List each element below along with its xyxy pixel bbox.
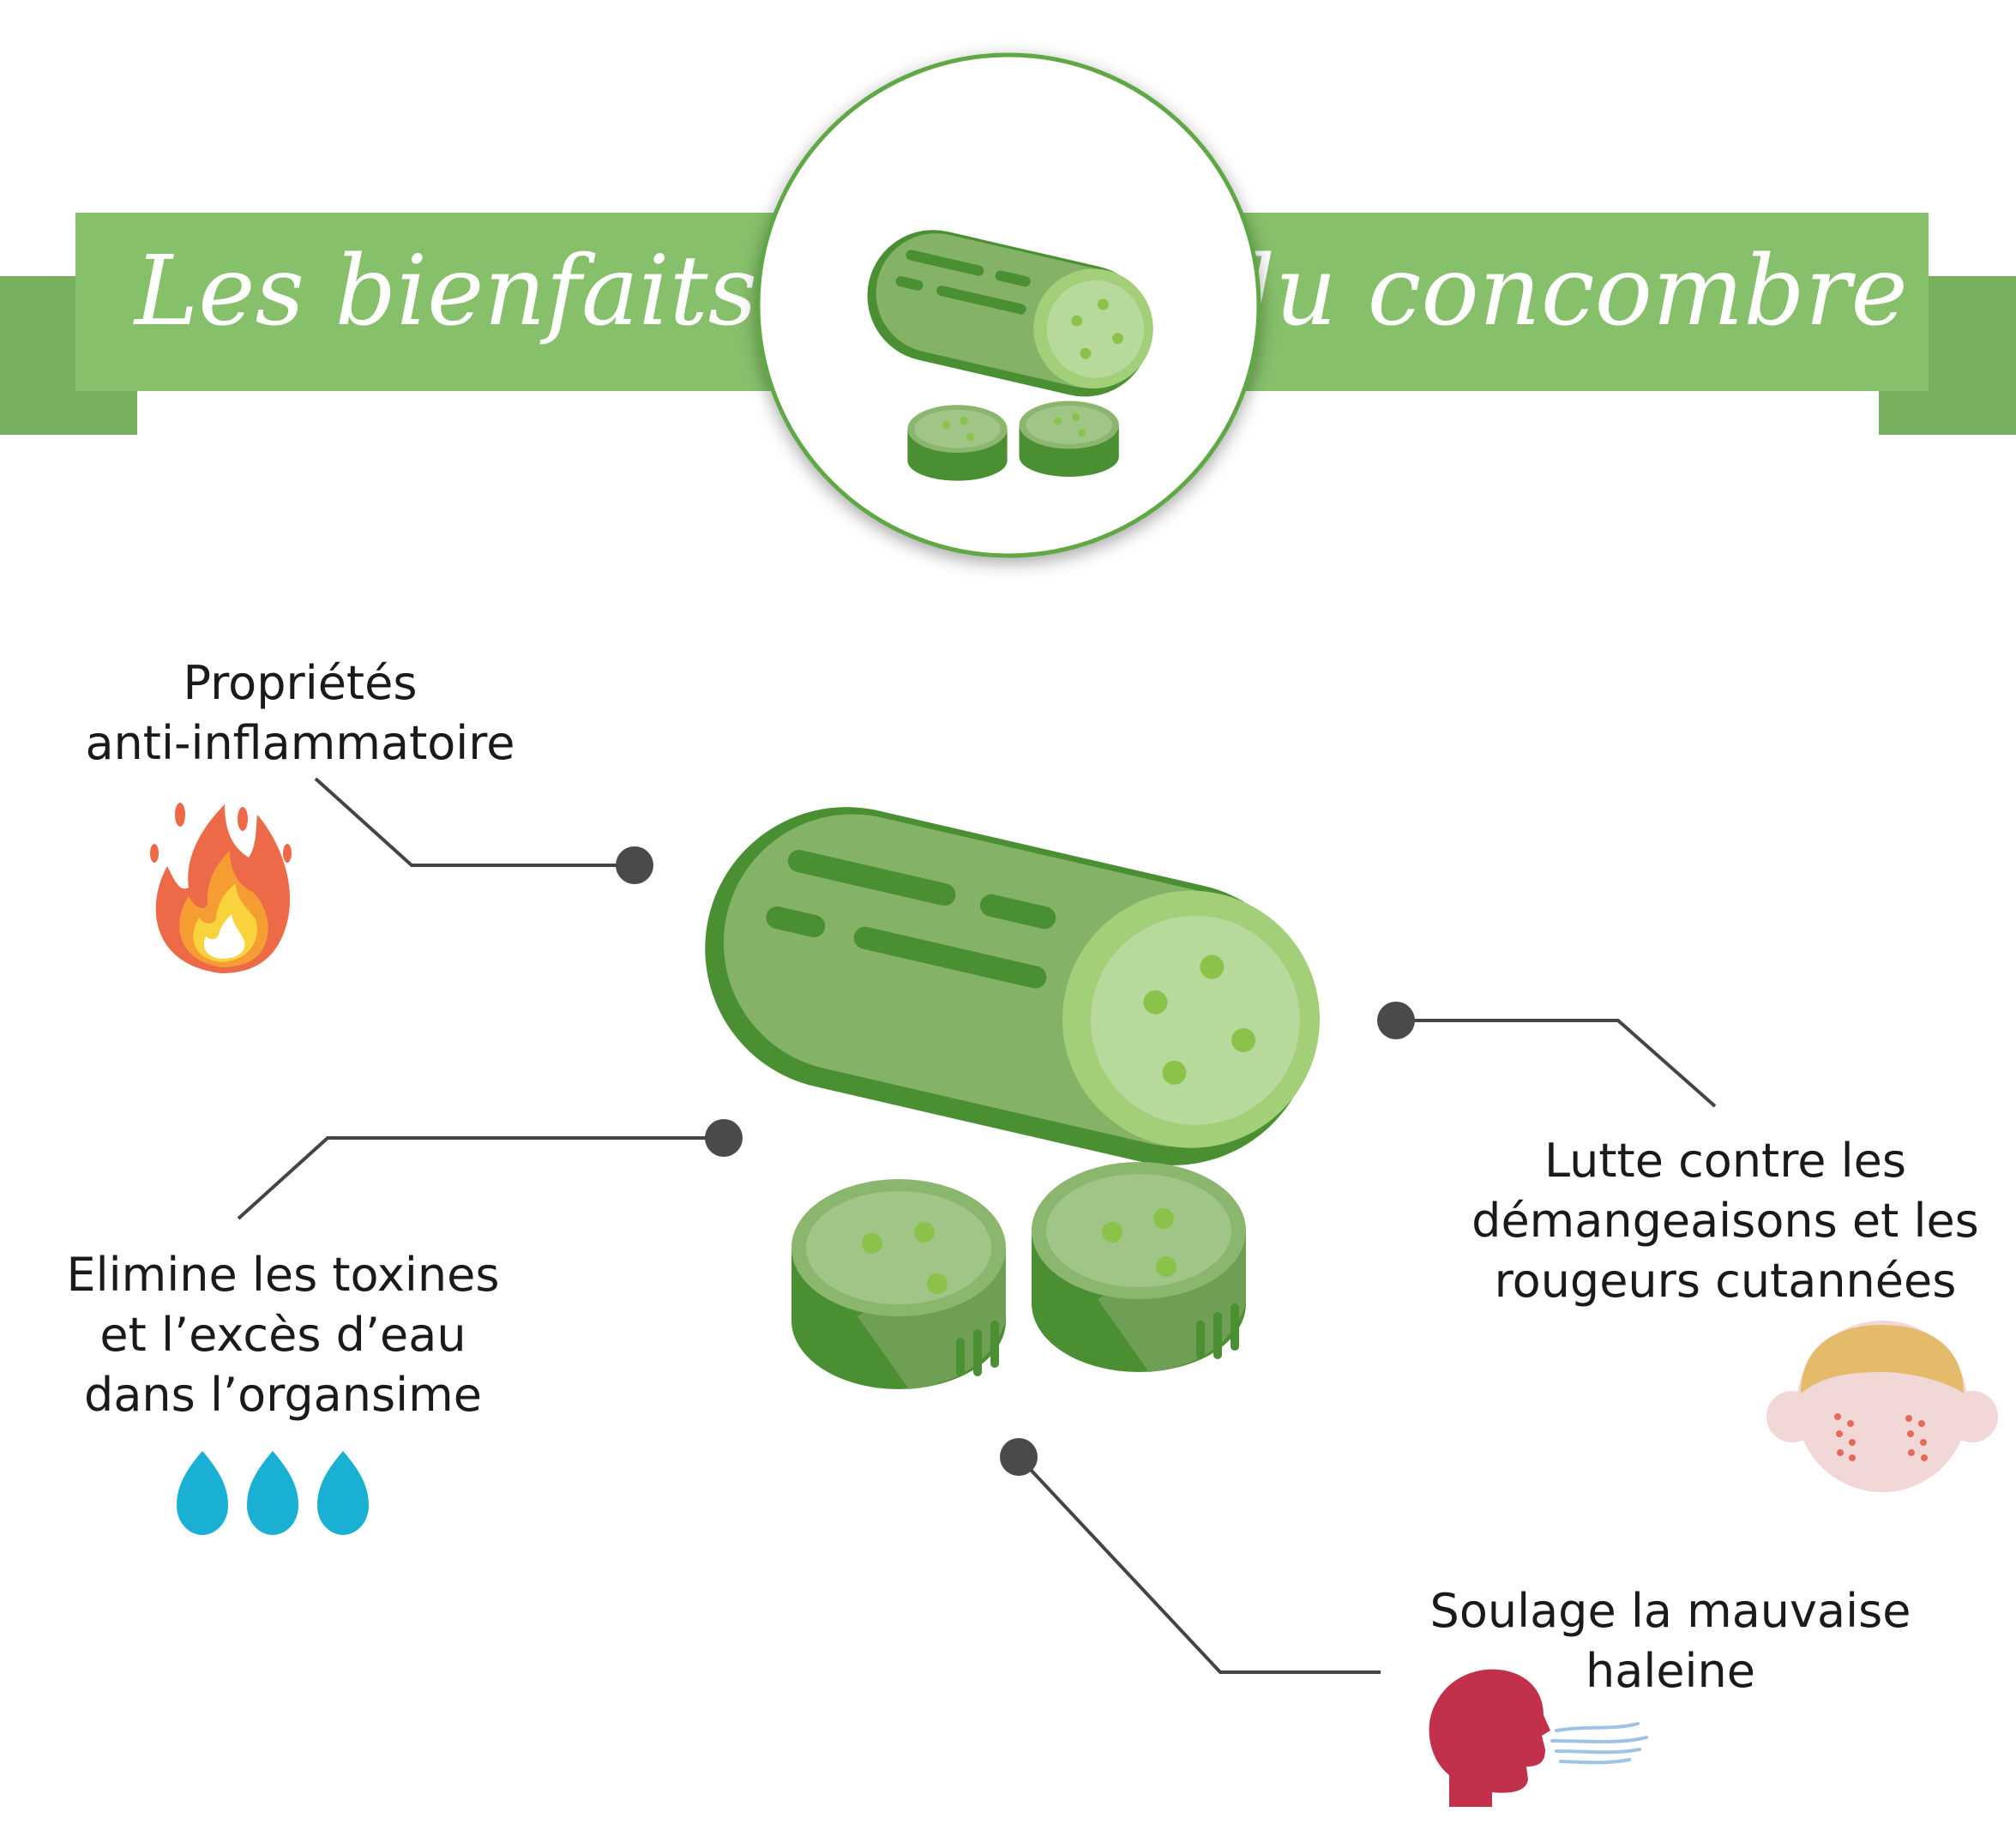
benefit-label-line: anti-inflammatoire [85, 716, 515, 770]
connectors [237, 777, 1717, 1674]
header-banner: Les bienfaits du concombre [0, 52, 2016, 558]
connector-dot-skin [1377, 1002, 1415, 1039]
benefit-detox: Elimine les toxines et l’excès d’eau dan… [67, 1248, 500, 1422]
main-cucumber-icon [705, 807, 1321, 1165]
fire-icon [150, 803, 292, 973]
connector-detox [237, 1136, 724, 1220]
benefit-label-line: Propriétés [184, 656, 418, 710]
benefit-label-line: Lutte contre les [1544, 1134, 1906, 1188]
irritated-face-icon [1766, 1321, 1998, 1492]
water-drops-icon [177, 1451, 369, 1535]
header-medallion [755, 52, 1261, 558]
connector-breath [1017, 1455, 1381, 1674]
connector-dot-anti-inflammatory [616, 846, 653, 884]
connector-anti-inflammatory [314, 777, 635, 867]
benefit-anti-inflammatory: Propriétés anti-inflammatoire [85, 656, 515, 770]
medallion-cucumber-icon [867, 230, 1153, 481]
benefit-label-line: Soulage la mauvaise [1430, 1584, 1911, 1638]
banner-ribbon-left [75, 213, 821, 391]
connector-dot-breath [1000, 1438, 1038, 1476]
title-right: du concombre [1213, 236, 1908, 347]
breath-head-icon [1429, 1669, 1648, 1807]
benefit-label-line: rougeurs cutannées [1495, 1254, 1957, 1308]
benefit-breath: Soulage la mauvaise haleine [1430, 1584, 1911, 1698]
benefit-label-line: haleine [1586, 1644, 1755, 1698]
connector-skin [1396, 1019, 1717, 1108]
benefit-label-line: et l’excès d’eau [99, 1308, 466, 1362]
connector-dot-detox [705, 1119, 743, 1157]
benefit-label-line: démangeaisons et les [1471, 1194, 1979, 1248]
benefit-label-line: dans l’organsime [84, 1368, 482, 1422]
benefit-skin: Lutte contre les démangeaisons et les ro… [1471, 1134, 1979, 1308]
cucumber-slice-right-icon [1032, 1162, 1246, 1372]
connector-dots [616, 846, 1415, 1476]
banner-ribbon-right [1194, 213, 1929, 391]
cucumber-slice-left-icon [791, 1179, 1006, 1389]
benefit-label-line: Elimine les toxines [67, 1248, 500, 1302]
title-left: Les bienfaits [133, 236, 757, 347]
